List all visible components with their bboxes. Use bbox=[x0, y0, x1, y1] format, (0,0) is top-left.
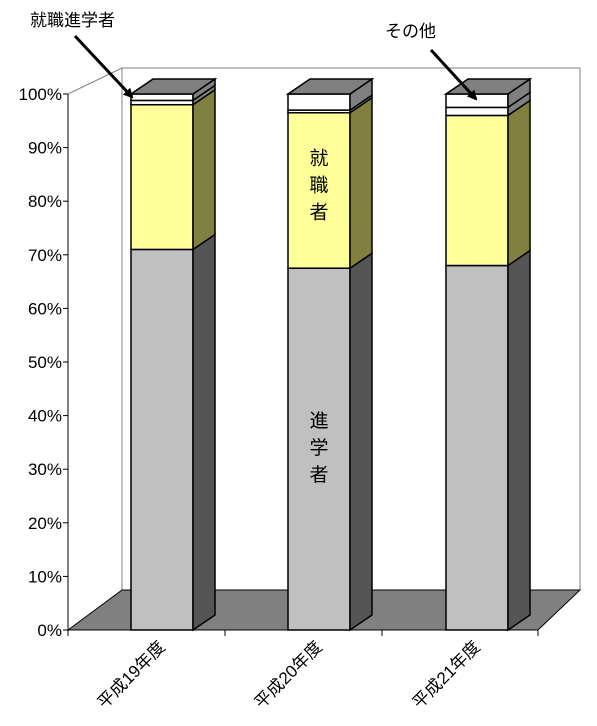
y-tick-label: 100% bbox=[19, 85, 62, 104]
bar-segment bbox=[130, 93, 194, 102]
y-tick-label: 80% bbox=[28, 192, 62, 211]
x-category-label: 平成21年度 bbox=[409, 637, 484, 712]
bar-segment bbox=[445, 106, 509, 117]
bar-top bbox=[285, 78, 375, 95]
inline-label-employed-char: 者 bbox=[309, 201, 328, 223]
inline-label-advanced-char: 者 bbox=[309, 464, 328, 486]
bar-segment bbox=[445, 264, 509, 631]
y-tick-label: 10% bbox=[28, 567, 62, 586]
bar-segment bbox=[445, 114, 509, 267]
annotations: 就職進学者 その他 bbox=[30, 11, 478, 101]
annotation-arrow-employed-progressing bbox=[73, 34, 134, 99]
bar-stack bbox=[285, 77, 375, 632]
bar-segment bbox=[130, 103, 194, 251]
inline-label-advanced-char: 進 bbox=[309, 410, 328, 432]
bar-segment-side bbox=[507, 249, 531, 632]
inline-label-employed-char: 就 bbox=[309, 147, 328, 169]
x-category-label: 平成19年度 bbox=[94, 637, 169, 712]
y-tick-label: 0% bbox=[37, 621, 62, 640]
bar-segment-side bbox=[192, 88, 216, 251]
y-tick-label: 30% bbox=[28, 460, 62, 479]
y-tick-label: 40% bbox=[28, 407, 62, 426]
bar-segment-side bbox=[349, 96, 373, 270]
x-axis: 平成19年度 平成20年度 平成21年度 bbox=[67, 629, 539, 712]
bar-stack bbox=[128, 77, 218, 632]
annotation-arrow-other bbox=[429, 48, 478, 101]
bar-top bbox=[128, 78, 218, 95]
inline-label-employed-char: 職 bbox=[309, 174, 328, 196]
bar-segment-side bbox=[192, 233, 216, 632]
bar-stack bbox=[443, 77, 533, 632]
bar-segment bbox=[445, 93, 509, 109]
y-tick-label: 90% bbox=[28, 139, 62, 158]
y-tick-label: 70% bbox=[28, 246, 62, 265]
y-axis: 0% 10% 20% 30% 40% 50% 60% 70% 80% 90% 100% bbox=[19, 85, 68, 640]
bar-segment-side bbox=[507, 99, 531, 267]
y-tick-label: 20% bbox=[28, 514, 62, 533]
y-tick-label: 50% bbox=[28, 353, 62, 372]
x-category-label: 平成20年度 bbox=[251, 637, 326, 712]
bar-segment bbox=[287, 93, 351, 111]
annotation-other: その他 bbox=[385, 22, 436, 41]
annotation-employed-progressing: 就職進学者 bbox=[30, 11, 115, 30]
y-tick-label: 60% bbox=[28, 299, 62, 318]
bar-segment bbox=[130, 248, 194, 631]
inline-label-advanced-char: 学 bbox=[309, 437, 328, 459]
bar-segment-side bbox=[349, 251, 373, 632]
